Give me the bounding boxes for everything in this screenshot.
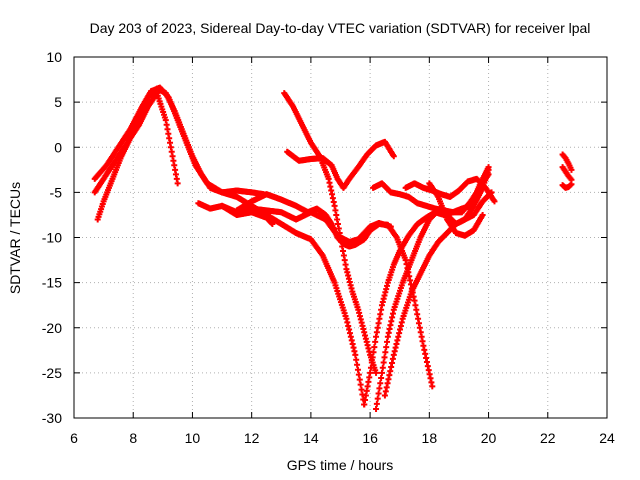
data-point — [377, 380, 384, 387]
data-point — [174, 180, 181, 187]
x-tick-label: 24 — [599, 430, 615, 446]
y-tick-label: 5 — [54, 94, 62, 110]
y-tick-label: 0 — [54, 139, 62, 155]
y-tick-label: -15 — [42, 275, 62, 291]
x-tick-label: 6 — [70, 430, 78, 446]
chart-title: Day 203 of 2023, Sidereal Day-to-day VTE… — [90, 20, 591, 36]
series-track-15 — [559, 151, 575, 173]
data-point — [371, 344, 378, 351]
series-track-14 — [426, 180, 486, 239]
plot-frame — [73, 56, 608, 419]
series-track-5 — [219, 202, 276, 227]
series-track-3 — [94, 90, 181, 223]
data-point — [384, 338, 391, 345]
data-point — [269, 220, 276, 227]
data-point — [378, 375, 385, 382]
data-point — [379, 364, 386, 371]
y-tick-label: -25 — [42, 365, 62, 381]
data-point — [568, 166, 575, 173]
data-point — [376, 385, 383, 392]
series-track-17 — [559, 181, 575, 191]
data-point — [374, 395, 381, 402]
data-point — [381, 354, 388, 361]
x-tick-label: 16 — [362, 430, 378, 446]
x-tick-label: 22 — [540, 430, 556, 446]
series-track-2 — [91, 84, 368, 408]
series-track-16 — [559, 164, 575, 183]
series-track-10 — [373, 166, 492, 412]
y-tick-label: -10 — [42, 230, 62, 246]
data-point — [367, 364, 374, 371]
data-point — [429, 383, 436, 390]
data-point — [383, 344, 390, 351]
y-tick-label: -30 — [42, 410, 62, 426]
series-track-8 — [284, 138, 397, 191]
data-points — [91, 84, 575, 412]
data-point — [380, 359, 387, 366]
y-axis-label: SDTVAR / TECUs — [7, 182, 23, 294]
data-point — [373, 400, 380, 407]
data-point — [370, 349, 377, 356]
x-tick-label: 8 — [129, 430, 137, 446]
x-tick-label: 14 — [303, 430, 319, 446]
data-point — [375, 390, 382, 397]
data-point — [485, 171, 492, 178]
data-point — [372, 338, 379, 345]
data-point — [373, 405, 380, 412]
x-tick-label: 10 — [185, 430, 201, 446]
series-track-7 — [281, 90, 380, 376]
series-track-1 — [91, 85, 267, 198]
data-point — [367, 369, 374, 376]
data-point — [378, 369, 385, 376]
data-point — [368, 359, 375, 366]
x-tick-label: 12 — [244, 430, 260, 446]
data-point — [382, 349, 389, 356]
y-tick-label: 10 — [46, 49, 62, 65]
grid — [73, 56, 608, 419]
x-tick-label: 20 — [481, 430, 497, 446]
series-track-6 — [233, 191, 436, 390]
tick-labels: 6 8 10 12 14 16 18 20 22 24 10 5 0 -5 -10 -15 -20 -25 -30 — [42, 49, 615, 446]
y-tick-label: -5 — [50, 184, 63, 200]
series-track-12 — [370, 171, 492, 216]
data-point — [479, 211, 486, 218]
x-tick-label: 18 — [422, 430, 438, 446]
x-axis-label: GPS time / hours — [287, 457, 394, 473]
data-point — [568, 181, 575, 188]
data-point — [491, 198, 498, 205]
data-point — [373, 369, 380, 376]
y-tick-label: -20 — [42, 320, 62, 336]
data-point — [369, 354, 376, 361]
data-point — [390, 153, 397, 160]
